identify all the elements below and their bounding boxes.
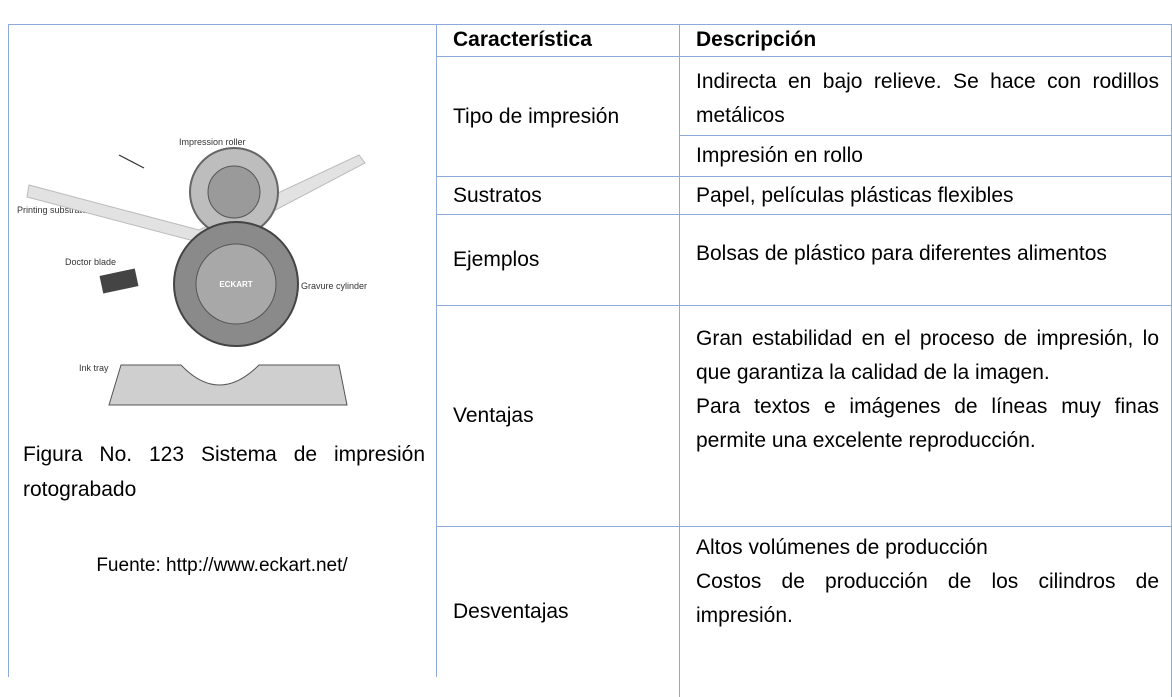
description-cell: Bolsas de plástico para diferentes alime…: [680, 215, 1172, 306]
figure-source: Fuente: http://www.eckart.net/: [96, 555, 348, 576]
description-cell: Impresión en rollo: [680, 136, 1172, 177]
figure-label: Ink tray: [79, 363, 109, 373]
page: Impression roller Printing substrate Doc…: [8, 24, 1172, 697]
feature-cell: Tipo de impresión: [437, 57, 680, 177]
feature-text: Tipo de impresión: [453, 104, 620, 128]
description-cell: Altos volúmenes de producción Costos de …: [680, 527, 1172, 697]
description-paragraph: Altos volúmenes de producción: [696, 536, 988, 559]
feature-cell: Desventajas: [437, 527, 680, 697]
figure-label: Gravure cylinder: [301, 281, 367, 291]
figure-cell: Impression roller Printing substrate Doc…: [8, 24, 437, 677]
header-cell: Característica: [437, 24, 680, 57]
description-cell: Papel, películas plásticas flexibles: [680, 177, 1172, 215]
feature-cell: Ventajas: [437, 306, 680, 527]
feature-cell: Sustratos: [437, 177, 680, 215]
header-cell: Descripción: [680, 24, 1172, 57]
logo-text: ECKART: [219, 280, 252, 289]
figure-label: Doctor blade: [65, 257, 116, 267]
description-cell: Indirecta en bajo relieve. Se hace con r…: [680, 57, 1172, 136]
feature-cell: Ejemplos: [437, 215, 680, 306]
description-paragraph: Gran estabilidad en el proceso de impres…: [696, 327, 1159, 384]
figure-label: Printing substrate: [17, 205, 87, 215]
description-paragraph: Costos de producción de los cilindros de…: [696, 570, 1159, 627]
figure-caption: Figura No. 123 Sistema de impresión roto…: [23, 443, 425, 501]
figure-label: Impression roller: [179, 137, 246, 147]
figure-image: Impression roller Printing substrate Doc…: [17, 137, 367, 406]
description-cell: Gran estabilidad en el proceso de impres…: [680, 306, 1172, 527]
table-border: [437, 24, 1172, 25]
description-paragraph: Para textos e imágenes de líneas muy fin…: [696, 395, 1159, 452]
